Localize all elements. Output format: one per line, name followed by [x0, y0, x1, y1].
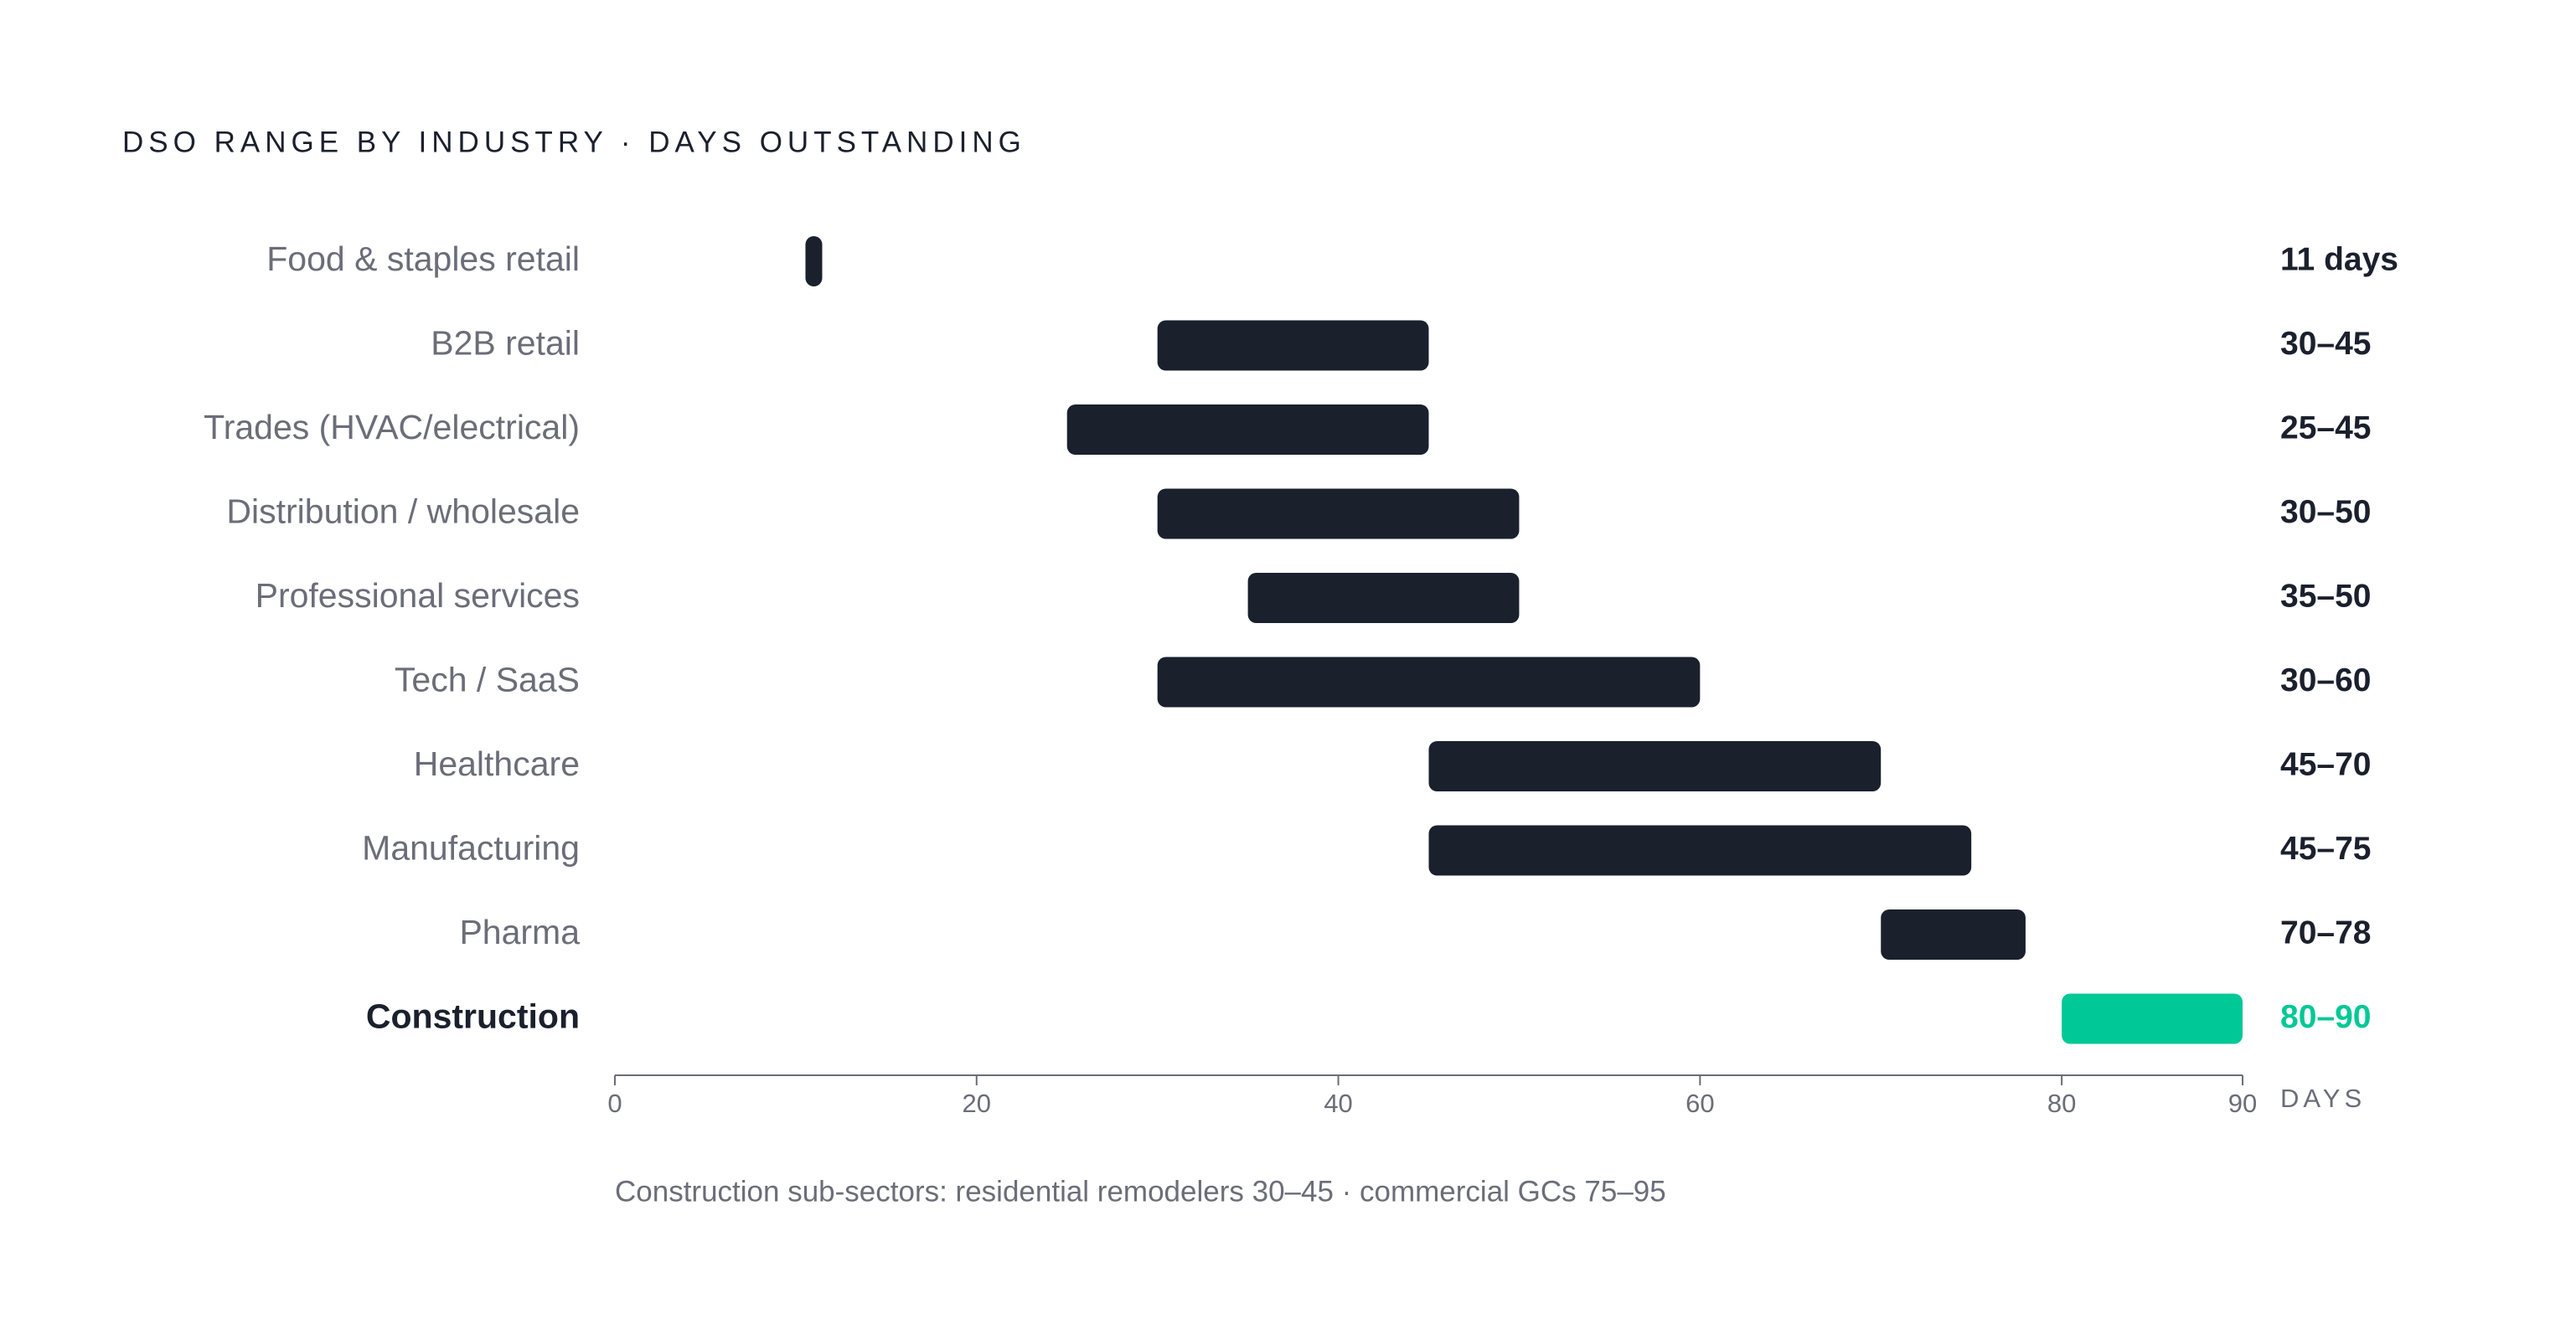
category-label: Tech / SaaS — [395, 660, 580, 698]
value-label: 80–90 — [2280, 999, 2371, 1035]
x-tick-label: 80 — [2047, 1089, 2076, 1118]
chart-title: DSO RANGE BY INDUSTRY · DAYS OUTSTANDING — [122, 126, 1026, 158]
range-bar — [1157, 657, 1701, 708]
x-tick-label: 60 — [1685, 1089, 1714, 1118]
value-label: 35–50 — [2280, 578, 2371, 614]
range-bar — [1157, 488, 1520, 539]
range-bar — [1247, 573, 1520, 623]
value-label: 30–45 — [2280, 326, 2371, 362]
range-bar — [805, 236, 823, 286]
category-label: B2B retail — [431, 323, 580, 362]
x-tick-label: 20 — [963, 1089, 991, 1118]
x-tick-label: 0 — [607, 1089, 622, 1118]
value-label: 30–60 — [2280, 662, 2371, 698]
category-label: Healthcare — [414, 744, 580, 783]
category-label: Distribution / wholesale — [226, 492, 580, 530]
range-bar — [1157, 320, 1429, 371]
value-label: 70–78 — [2280, 914, 2371, 950]
x-tick-label: 90 — [2228, 1089, 2257, 1118]
value-label: 11 days — [2280, 241, 2398, 277]
category-label: Pharma — [459, 913, 580, 951]
x-tick-label: 40 — [1324, 1089, 1352, 1118]
range-bar — [2062, 993, 2243, 1044]
category-label: Professional services — [256, 576, 580, 615]
range-bar — [1066, 404, 1429, 455]
value-label: 25–45 — [2280, 410, 2371, 446]
category-label: Construction — [366, 997, 580, 1035]
range-bar — [1428, 825, 1972, 876]
value-label: 30–50 — [2280, 494, 2371, 530]
category-label: Manufacturing — [362, 828, 580, 867]
category-label: Trades (HVAC/electrical) — [204, 408, 580, 446]
range-bar — [1428, 741, 1882, 791]
value-label: 45–70 — [2280, 746, 2371, 782]
x-axis-label: DAYS — [2280, 1084, 2366, 1113]
footnote: Construction sub-sectors: residential re… — [615, 1175, 1666, 1208]
range-bar — [1881, 909, 2026, 960]
category-label: Food & staples retail — [266, 240, 580, 278]
value-label: 45–75 — [2280, 831, 2371, 867]
